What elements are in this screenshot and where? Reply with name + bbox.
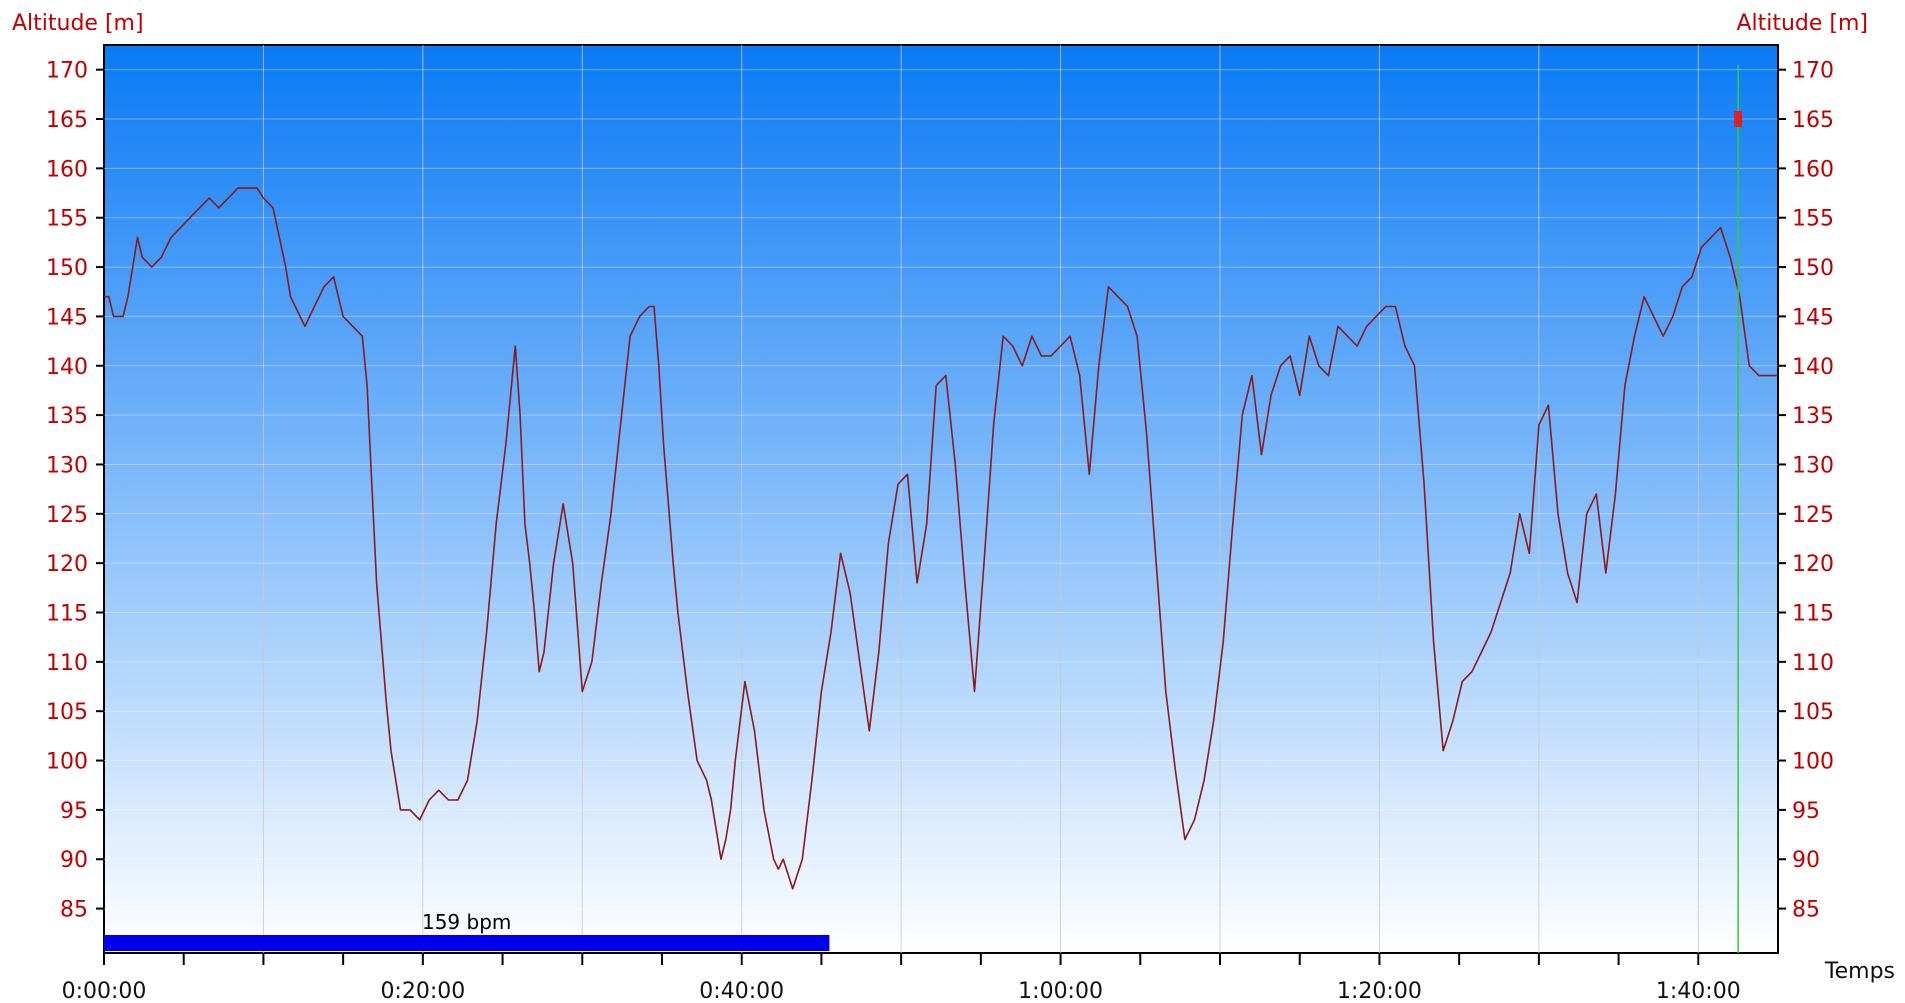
y-axis-title-left: Altitude [m]: [12, 11, 144, 36]
y-tick-label-right: 125: [1792, 503, 1834, 528]
y-tick-label-right: 135: [1792, 404, 1834, 429]
x-tick-label: 0:40:00: [699, 979, 784, 1003]
y-tick-label-left: 145: [46, 305, 88, 330]
y-tick-label-left: 170: [46, 59, 88, 84]
y-tick-label-left: 150: [46, 256, 88, 281]
y-tick-label-left: 85: [60, 898, 88, 923]
y-tick-label-left: 165: [46, 108, 88, 133]
altitude-series-line: [104, 187, 1778, 890]
cursor-marker: [1734, 111, 1743, 128]
series-layer: [104, 187, 1778, 890]
x-tick-label: 1:00:00: [1018, 979, 1103, 1003]
x-axis-title: Temps: [1824, 959, 1895, 984]
y-tick-label-left: 125: [46, 503, 88, 528]
y-tick-label-right: 170: [1792, 59, 1834, 84]
x-axis: 0:00:00 0:20:00 0:40:00 1:00:00 1:20:00 1:40:…: [62, 953, 1741, 1003]
y-axis-left: 85 90 95 100 105 110 115 120 125 130 135 140 145 150 1…: [46, 59, 104, 923]
y-tick-label-right: 155: [1792, 207, 1834, 232]
y-tick-label-left: 120: [46, 552, 88, 577]
y-tick-label-right: 110: [1792, 651, 1834, 676]
y-tick-label-right: 145: [1792, 305, 1834, 330]
y-axis-title-right: Altitude [m]: [1736, 11, 1868, 36]
y-tick-label-right: 160: [1792, 157, 1834, 182]
plot-area: [103, 44, 1779, 954]
heart-rate-bar: [104, 935, 830, 951]
y-tick-label-left: 110: [46, 651, 88, 676]
heart-rate-label: 159 bpm: [422, 910, 511, 934]
x-tick-label: 1:40:00: [1656, 979, 1741, 1003]
y-tick-label-right: 95: [1792, 799, 1820, 824]
y-tick-label-left: 140: [46, 355, 88, 380]
y-tick-label-left: 115: [46, 602, 88, 627]
y-axis-right: 85 90 95 100 105 110 115 120 125 130 135 140 145 150 1…: [1778, 59, 1834, 923]
y-tick-label-right: 120: [1792, 552, 1834, 577]
heart-rate-layer: 159 bpm: [104, 910, 830, 951]
y-tick-label-right: 100: [1792, 750, 1834, 775]
y-tick-label-right: 85: [1792, 898, 1820, 923]
y-tick-label-right: 130: [1792, 453, 1834, 478]
y-tick-label-left: 160: [46, 157, 88, 182]
y-tick-label-left: 135: [46, 404, 88, 429]
cursor-layer: [1734, 65, 1743, 953]
y-tick-label-right: 105: [1792, 700, 1834, 725]
y-tick-label-right: 150: [1792, 256, 1834, 281]
grid: [104, 45, 1778, 953]
y-tick-label-right: 165: [1792, 108, 1834, 133]
y-tick-label-left: 130: [46, 453, 88, 478]
y-tick-label-right: 90: [1792, 848, 1820, 873]
x-tick-label: 1:20:00: [1337, 979, 1422, 1003]
x-tick-label: 0:00:00: [62, 979, 147, 1003]
y-tick-label-right: 140: [1792, 355, 1834, 380]
y-tick-label-left: 95: [60, 799, 88, 824]
y-tick-label-left: 105: [46, 700, 88, 725]
y-tick-label-left: 155: [46, 207, 88, 232]
y-tick-label-left: 100: [46, 750, 88, 775]
y-tick-label-left: 90: [60, 848, 88, 873]
y-tick-label-right: 115: [1792, 602, 1834, 627]
x-tick-label: 0:20:00: [380, 979, 465, 1003]
